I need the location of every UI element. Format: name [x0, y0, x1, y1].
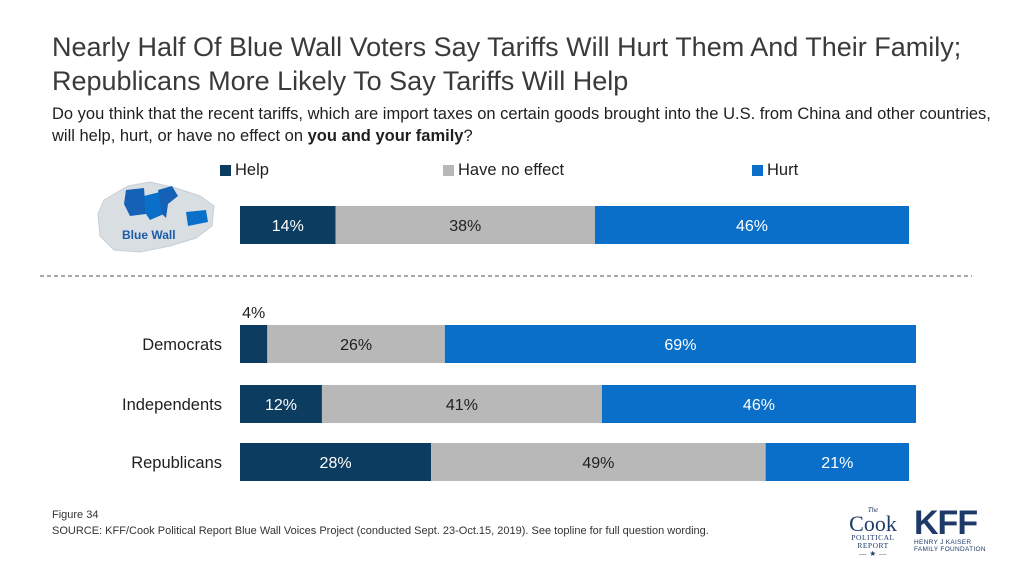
kff-logo-line2: FAMILY FOUNDATION [914, 546, 986, 553]
bar-democrats-have-no-effect [267, 325, 445, 363]
kff-logo: KFF HENRY J KAISER FAMILY FOUNDATION [914, 504, 986, 553]
value-label-republicans-have-no-effect: 49% [582, 455, 614, 472]
source-note: SOURCE: KFF/Cook Political Report Blue W… [52, 525, 709, 537]
bar-democrats-hurt [444, 325, 916, 363]
subtitle-end: ? [463, 127, 473, 145]
category-label-democrats: Democrats [142, 336, 222, 354]
subtitle-text: Do you think that the recent tariffs, wh… [52, 105, 991, 145]
value-label-democrats-have-no-effect: 26% [340, 337, 372, 354]
cook-logo-line1: POLITICAL [851, 533, 895, 542]
chart-legend: Help Have no effect Hurt [0, 161, 1024, 183]
subtitle-emphasis: you and your family [307, 127, 464, 145]
bar-republicans-hurt [765, 443, 909, 481]
kff-logo-name: KFF [914, 504, 978, 542]
category-label-independents: Independents [122, 396, 222, 414]
blue-wall-map-icon: Blue Wall [97, 181, 215, 253]
category-labels: Democrats Independents Republicans [122, 336, 222, 472]
legend-item-help: Help [220, 161, 269, 180]
cook-logo-name: Cook [849, 511, 897, 536]
cook-political-report-logo: The Cook POLITICAL REPORT — ★ — [842, 507, 904, 558]
bar-blue-wall-hurt [594, 206, 909, 244]
bar-democrats-help [240, 325, 268, 363]
value-label-republicans-help: 28% [320, 455, 352, 472]
chart-title: Nearly Half Of Blue Wall Voters Say Tari… [52, 32, 962, 96]
bar-independents-hurt [601, 385, 916, 423]
legend-label-help: Help [235, 161, 269, 179]
value-label-blue-wall-hurt: 46% [736, 218, 768, 235]
bar-independents-help [240, 385, 322, 423]
chart-subtitle: Do you think that the recent tariffs, wh… [52, 103, 1002, 147]
cook-logo-line2: REPORT [857, 541, 889, 550]
cook-logo-the: The [867, 506, 879, 514]
bar-independents-have-no-effect [321, 385, 602, 423]
value-label-republicans-hurt: 21% [821, 455, 853, 472]
map-label: Blue Wall [122, 228, 176, 242]
category-label-republicans: Republicans [131, 454, 222, 472]
star-icon: — ★ — [859, 549, 887, 558]
bar-blue-wall-help [240, 206, 336, 244]
kff-logo-line1: HENRY J KAISER [914, 539, 972, 546]
value-label-democrats-help: 4% [242, 305, 265, 322]
value-label-independents-have-no-effect: 41% [446, 397, 478, 414]
bar-republicans-help [240, 443, 432, 481]
value-label-democrats-hurt: 69% [664, 337, 696, 354]
value-label-blue-wall-help: 14% [272, 218, 304, 235]
value-label-independents-help: 12% [265, 397, 297, 414]
bar-republicans-have-no-effect [431, 443, 766, 481]
bar-group [240, 206, 916, 481]
legend-item-hurt: Hurt [752, 161, 798, 180]
bar-blue-wall-have-no-effect [335, 206, 595, 244]
legend-label-hurt: Hurt [767, 161, 799, 179]
legend-swatch-no-effect [443, 165, 454, 176]
legend-swatch-help [220, 165, 231, 176]
legend-swatch-hurt [752, 165, 763, 176]
value-labels: 14% 38% 46% 4% 26% 69% 12% 41% 46% 28% 49% 21% [242, 218, 853, 472]
figure-number: Figure 34 [52, 509, 99, 521]
legend-item-no-effect: Have no effect [443, 161, 564, 180]
value-label-independents-hurt: 46% [743, 397, 775, 414]
value-label-blue-wall-have-no-effect: 38% [449, 218, 481, 235]
legend-label-no-effect: Have no effect [458, 161, 565, 179]
